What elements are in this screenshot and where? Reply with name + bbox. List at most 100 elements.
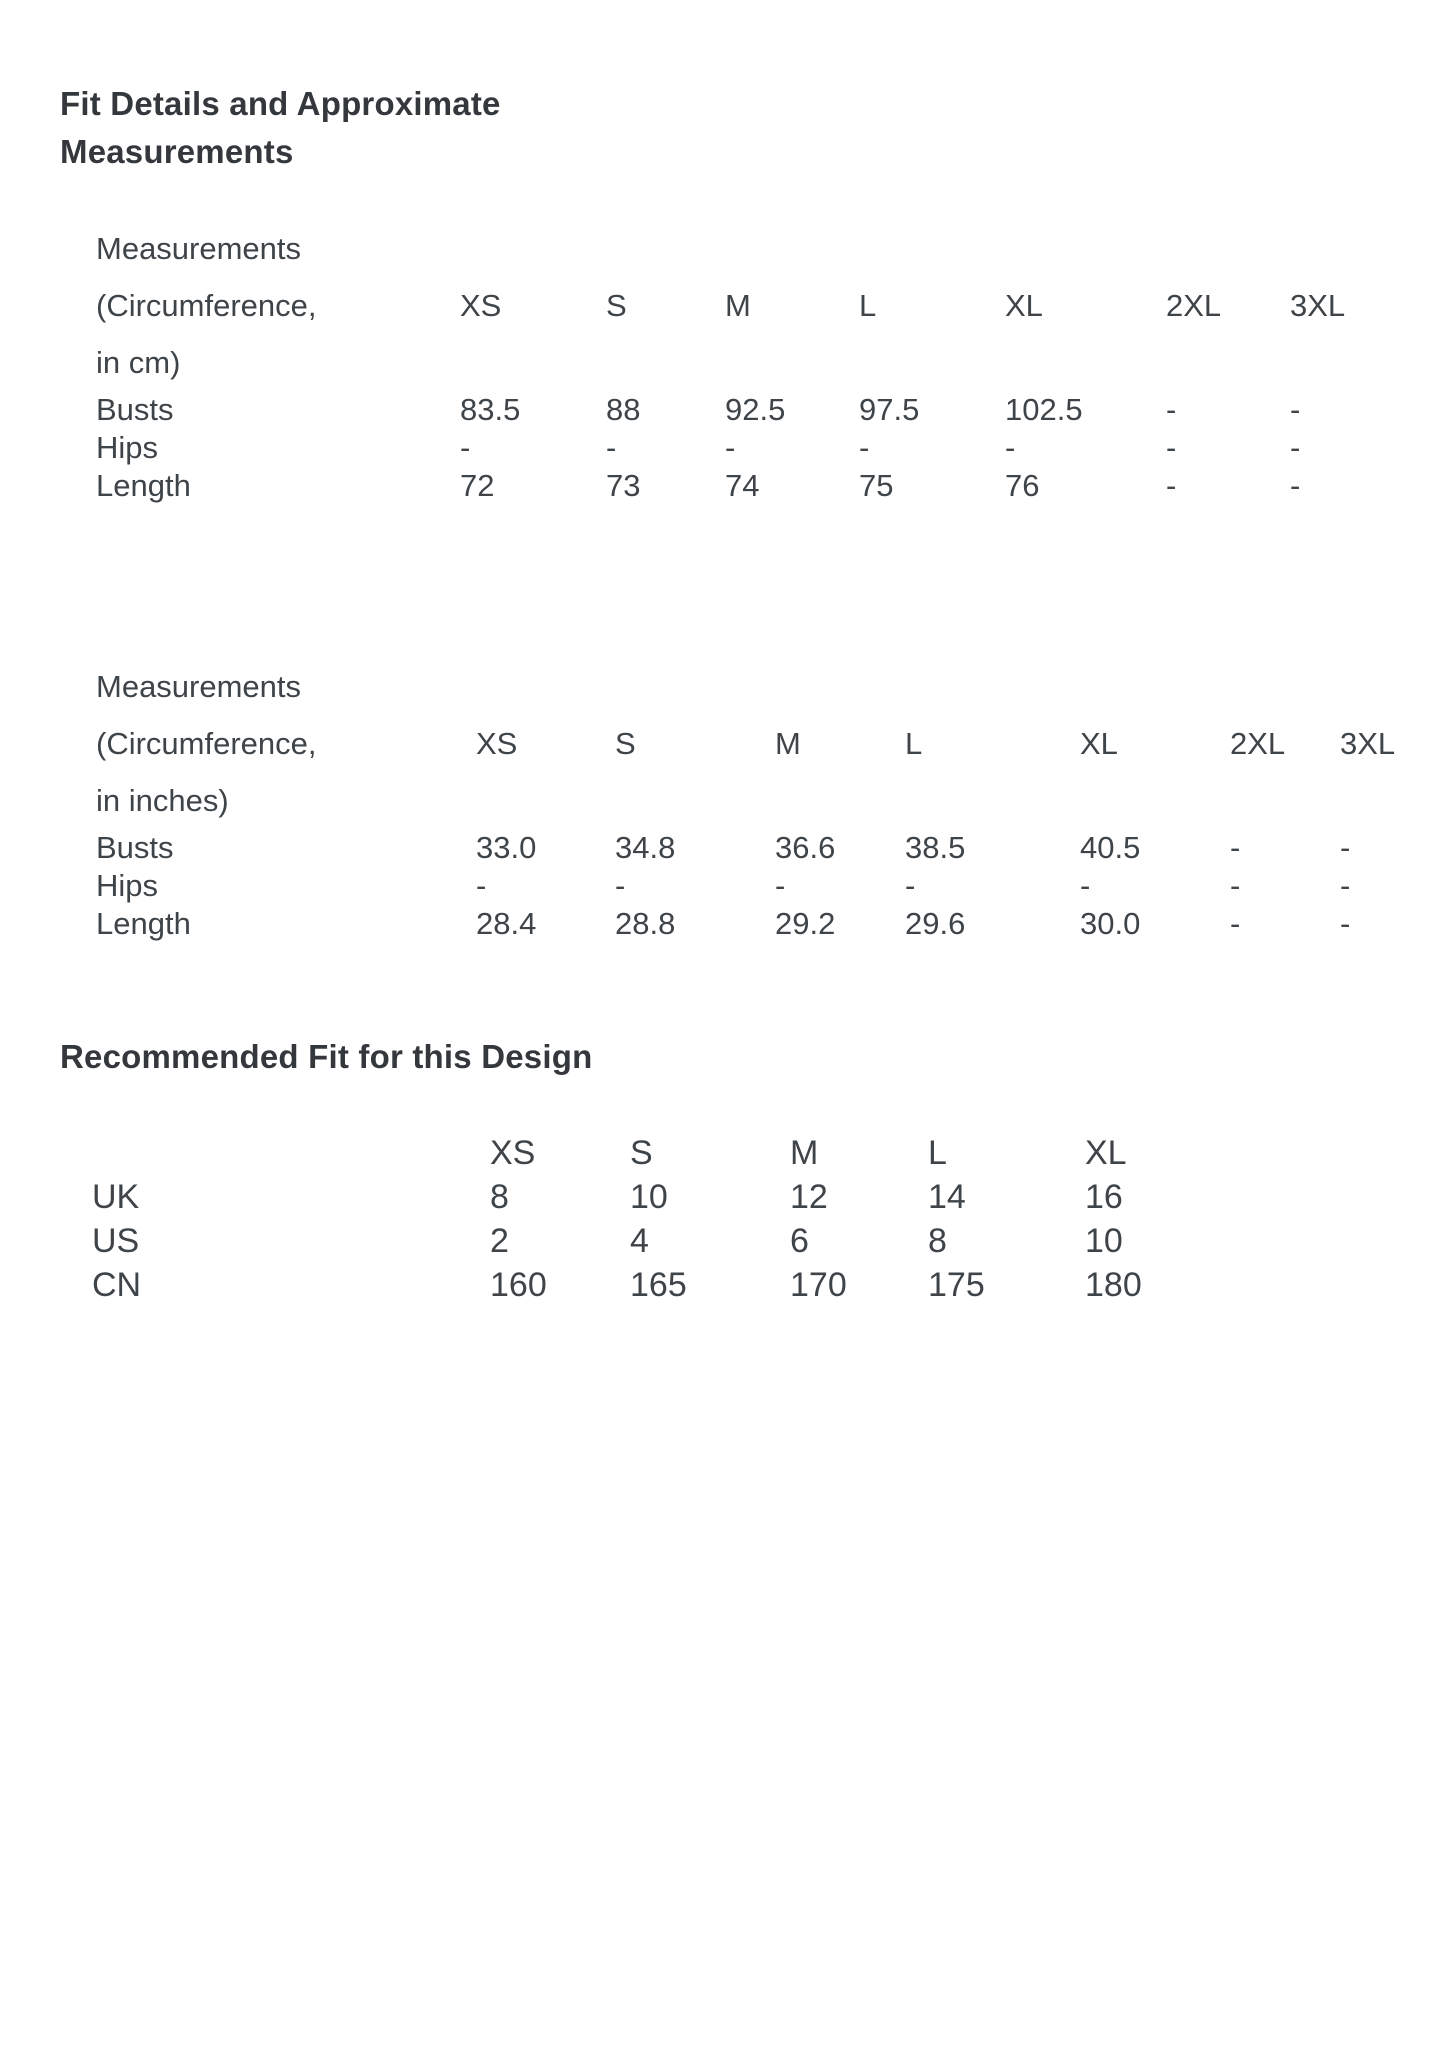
recommended-fit-table: XS S M L XL UK 8 10 12 14 16 US 2 4 6 8 … (92, 1131, 1192, 1307)
size-header-xs: XS (476, 725, 518, 761)
cell-value: 88 (606, 392, 641, 427)
measurements-inches-header-label: Measurements (Circumference, in inches) (96, 650, 476, 829)
fit-details-section: Fit Details and Approximate Measurements… (60, 85, 1400, 1307)
cell-value: - (460, 430, 471, 465)
measurements-inches-table: Measurements (Circumference, in inches) … (96, 650, 1400, 943)
size-header-2xl: 2XL (1166, 287, 1222, 323)
header-line: Measurements (96, 669, 302, 704)
cell-value: - (1340, 868, 1351, 903)
cell-value: - (606, 430, 617, 465)
cell-value: 2 (490, 1222, 509, 1260)
cell-value: 34.8 (615, 830, 676, 865)
cell-value: 74 (725, 468, 760, 503)
cell-value: - (1005, 430, 1016, 465)
cell-value: 8 (928, 1222, 947, 1260)
header-line: Measurements (96, 231, 302, 266)
cell-value: 10 (1085, 1222, 1123, 1260)
table-row-uk: UK 8 10 12 14 16 (92, 1175, 1192, 1219)
cell-value: - (905, 868, 916, 903)
measurements-cm-header-label: Measurements (Circumference, in cm) (96, 212, 460, 391)
table-row-us: US 2 4 6 8 10 (92, 1219, 1192, 1263)
measurements-cm-table: Measurements (Circumference, in cm) XS S… (96, 212, 1386, 505)
table-row-busts: Busts 83.5 88 92.5 97.5 102.5 - - (96, 391, 1386, 429)
size-header-xl: XL (1080, 725, 1118, 761)
cell-value: - (1166, 430, 1177, 465)
cell-value: 4 (630, 1222, 649, 1260)
row-label: Length (96, 906, 191, 941)
size-header-xs: XS (460, 287, 502, 323)
cell-value: 6 (790, 1222, 809, 1260)
cell-value: - (615, 868, 626, 903)
row-label: Hips (96, 868, 159, 903)
table-row-cn: CN 160 165 170 175 180 (92, 1263, 1192, 1307)
cell-value: - (1340, 906, 1351, 941)
cell-value: 92.5 (725, 392, 786, 427)
size-header-s: S (630, 1134, 653, 1172)
cell-value: - (1340, 830, 1351, 865)
size-header-m: M (775, 725, 801, 761)
table-header-row: Measurements (Circumference, in cm) XS S… (96, 212, 1386, 391)
cell-value: 40.5 (1080, 830, 1141, 865)
cell-value: 28.4 (476, 906, 537, 941)
cell-value: 102.5 (1005, 392, 1083, 427)
table-header-row: Measurements (Circumference, in inches) … (96, 650, 1400, 829)
cell-value: 33.0 (476, 830, 537, 865)
cell-value: 76 (1005, 468, 1040, 503)
cell-value: - (1230, 830, 1241, 865)
cell-value: 170 (790, 1266, 847, 1304)
cell-value: 72 (460, 468, 495, 503)
cell-value: 38.5 (905, 830, 966, 865)
cell-value: 30.0 (1080, 906, 1141, 941)
cell-value: - (859, 430, 870, 465)
cell-value: - (1166, 392, 1177, 427)
size-header-s: S (606, 287, 627, 323)
cell-value: 175 (928, 1266, 985, 1304)
size-header-3xl: 3XL (1340, 725, 1396, 761)
cell-value: 16 (1085, 1178, 1123, 1216)
cell-value: - (725, 430, 736, 465)
size-header-m: M (725, 287, 751, 323)
header-line: in inches) (96, 783, 229, 818)
row-label: US (92, 1222, 140, 1260)
size-header-l: L (905, 725, 923, 761)
cell-value: 73 (606, 468, 641, 503)
table-row-length: Length 28.4 28.8 29.2 29.6 30.0 - - (96, 905, 1400, 943)
table-row-length: Length 72 73 74 75 76 - - (96, 467, 1386, 505)
cell-value: - (1230, 906, 1241, 941)
recommended-fit-title: Recommended Fit for this Design (60, 1038, 593, 1075)
size-header-l: L (928, 1134, 947, 1172)
cell-value: 28.8 (615, 906, 676, 941)
cell-value: - (1080, 868, 1091, 903)
cell-value: 29.2 (775, 906, 836, 941)
row-label: Busts (96, 830, 174, 865)
cell-value: 165 (630, 1266, 687, 1304)
size-header-l: L (859, 287, 877, 323)
table-row-busts: Busts 33.0 34.8 36.6 38.5 40.5 - - (96, 829, 1400, 867)
row-label: Busts (96, 392, 174, 427)
page-title: Fit Details and Approximate Measurements (60, 85, 501, 170)
cell-value: - (1166, 468, 1177, 503)
size-header-xs: XS (490, 1134, 536, 1172)
row-label: UK (92, 1178, 140, 1216)
size-header-3xl: 3XL (1290, 287, 1346, 323)
row-label: CN (92, 1266, 142, 1304)
cell-value: - (775, 868, 786, 903)
cell-value: - (1230, 868, 1241, 903)
cell-value: - (1290, 392, 1301, 427)
table-row-hips: Hips - - - - - - - (96, 429, 1386, 467)
cell-value: - (476, 868, 487, 903)
cell-value: - (1290, 430, 1301, 465)
cell-value: 10 (630, 1178, 668, 1216)
size-header-s: S (615, 725, 636, 761)
cell-value: 12 (790, 1178, 828, 1216)
cell-value: 8 (490, 1178, 509, 1216)
cell-value: 75 (859, 468, 894, 503)
cell-value: 83.5 (460, 392, 521, 427)
empty-header-cell (92, 1131, 490, 1175)
cell-value: 36.6 (775, 830, 836, 865)
size-header-m: M (790, 1134, 819, 1172)
table-row-hips: Hips - - - - - - - (96, 867, 1400, 905)
size-header-2xl: 2XL (1230, 725, 1286, 761)
cell-value: 97.5 (859, 392, 920, 427)
table-header-row: XS S M L XL (92, 1131, 1192, 1175)
